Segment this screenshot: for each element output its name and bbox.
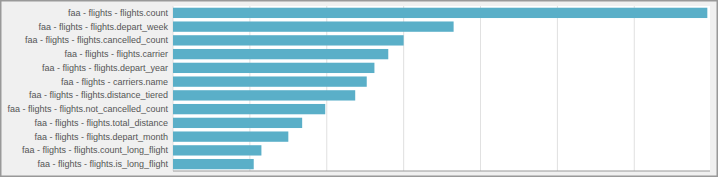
grid [173,6,634,171]
bar [173,63,374,73]
bar [173,35,404,45]
border [1,1,718,177]
bar [173,76,367,86]
bar [173,49,388,59]
chart: faa - flights - flights.is_long_flight fa… [0,0,718,177]
plot-area [173,6,710,171]
grid-line [557,6,558,171]
y-tick-label: faa - flights - flights.depart_month [34,132,168,142]
y-tick-labels: faa - flights - flights.is_long_flight fa… [7,8,168,169]
y-tick-label: faa - flights - flights.depart_week [38,22,168,32]
y-tick-label: faa - flights - flights.cancelled_count [25,35,169,45]
bar [173,145,261,155]
bar [173,104,325,114]
bars [173,8,707,170]
grid-line [480,6,481,171]
x-axis-line [173,171,710,172]
bar [173,118,302,128]
bar [173,8,707,18]
y-tick-label: faa - flights - flights.count [68,8,169,18]
bar [173,159,254,169]
y-tick-label: faa - flights - flights.is_long_flight [37,159,168,169]
y-tick-label: faa - flights - flights.total_distance [34,118,168,128]
bar [173,21,454,31]
background [0,0,718,177]
bar [173,131,288,141]
grid-line [634,6,635,171]
y-tick-label: faa - flights - flights.distance_tiered [29,90,168,100]
bar [173,90,355,100]
y-tick-label: faa - flights - flights.depart_year [42,63,168,73]
y-tick-label: faa - flights - flights.carrier [64,49,168,59]
y-tick-label: faa - flights - flights.count_long_fligh… [22,145,169,155]
y-tick-label: faa - flights - flights.not_cancelled_co… [7,104,168,114]
y-tick-label: faa - flights - carriers.name [61,77,168,87]
